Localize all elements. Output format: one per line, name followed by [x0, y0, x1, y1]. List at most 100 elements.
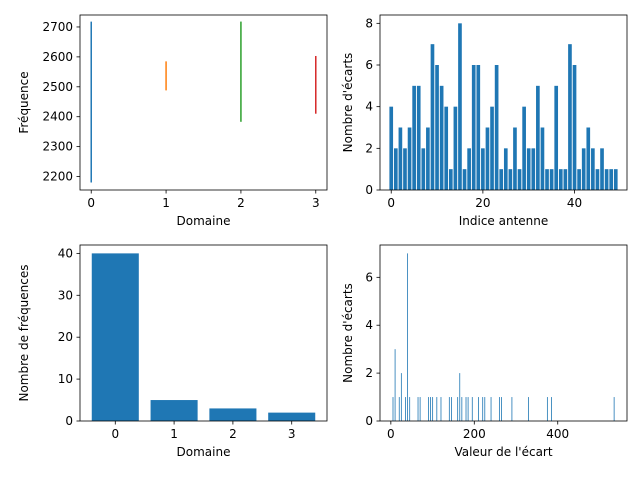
x-axis-label: Indice antenne	[459, 214, 549, 228]
bar-4	[407, 127, 412, 190]
y-tick-label-2: 4	[365, 100, 373, 114]
bar-5	[412, 85, 416, 190]
y-tick-label-3: 30	[58, 288, 73, 302]
bar-23	[482, 397, 484, 421]
bar-47	[604, 169, 609, 190]
bar-45	[595, 169, 600, 190]
bar-36	[554, 85, 559, 190]
bar-0	[392, 397, 394, 421]
bar-27	[513, 127, 517, 190]
bar-21	[485, 127, 490, 190]
y-axis-label: Fréquence	[17, 71, 31, 133]
bar-18	[471, 65, 476, 190]
bar-1	[150, 400, 198, 421]
subplot-4: 0 200 400 0 2 4 6 Valeur de l'écart Nombre d'éca…	[341, 244, 628, 459]
bar-14	[453, 106, 458, 190]
bar-42	[581, 148, 586, 190]
bar-5	[407, 253, 409, 421]
axes-frame	[379, 14, 628, 191]
subplot-2: 0 20 40 0 2 4 6 8 Indice antenne Nombre d'écarts	[341, 14, 628, 228]
bar-19	[476, 65, 481, 190]
bar-18	[461, 397, 463, 421]
bar-31	[531, 148, 536, 190]
bar-0	[91, 253, 139, 421]
bar-12	[436, 397, 438, 421]
axes-frame	[79, 244, 328, 422]
x-tick-label-1: 20	[475, 196, 490, 210]
y-tick-label-0: 2200	[42, 170, 73, 184]
bar-48	[609, 169, 614, 190]
y-tick-label-0: 0	[65, 414, 73, 428]
bar-19	[465, 397, 467, 421]
bar-30	[526, 148, 531, 190]
subplot-1: 0 1 2 3 2200 2300 2400 2500 2600 2700 Domaine Fréqu…	[17, 14, 328, 228]
bar-15	[458, 23, 462, 191]
bar-7	[417, 397, 419, 421]
y-tick-label-4: 2600	[42, 50, 73, 64]
y-tick-label-1: 2	[365, 141, 373, 155]
bar-27	[501, 397, 502, 421]
bar-11	[439, 85, 444, 190]
bar-4	[405, 397, 406, 421]
y-axis-label: Nombre d'écarts	[341, 53, 355, 153]
bar-7	[421, 148, 426, 190]
bar-44	[591, 148, 595, 190]
bar-43	[586, 127, 591, 190]
bar-24	[499, 169, 504, 190]
bar-26	[508, 169, 513, 190]
y-tick-label-4: 40	[58, 246, 73, 260]
x-tick-label-1: 1	[170, 427, 178, 441]
bar-11	[432, 397, 434, 421]
bar-29	[522, 106, 526, 190]
bar-16	[457, 397, 459, 421]
bar-13	[448, 169, 453, 190]
x-tick-label-3: 3	[312, 196, 320, 210]
x-tick-label-1: 200	[463, 427, 486, 441]
y-tick-label-3: 6	[365, 270, 373, 284]
bar-24	[484, 397, 486, 421]
bar-28	[517, 169, 522, 190]
bar-22	[490, 106, 494, 190]
bar-10	[430, 397, 431, 421]
bar-37	[558, 169, 563, 190]
axes-frame	[79, 14, 328, 191]
x-axis-label: Domaine	[177, 214, 231, 228]
y-tick-label-1: 10	[58, 372, 73, 386]
y-tick-label-2: 2400	[42, 110, 73, 124]
y-axis-label: Nombre de fréquences	[17, 264, 31, 401]
axes-frame	[379, 244, 628, 422]
bar-25	[503, 148, 508, 190]
bar-3	[403, 148, 407, 190]
bar-12	[444, 106, 449, 190]
x-tick-label-0: 0	[111, 427, 119, 441]
bar-32	[613, 397, 615, 421]
bar-9	[430, 44, 435, 190]
bar-2	[398, 127, 403, 190]
bar-9	[428, 397, 429, 421]
bar-21	[471, 397, 473, 421]
x-tick-label-2: 2	[229, 427, 237, 441]
bar-38	[563, 169, 568, 190]
x-tick-label-0: 0	[387, 427, 395, 441]
y-tick-label-4: 8	[365, 16, 373, 30]
bar-35	[549, 169, 554, 190]
bar-17	[467, 148, 471, 190]
bar-15	[451, 397, 452, 421]
y-tick-label-1: 2	[365, 366, 373, 380]
y-tick-label-5: 2700	[42, 20, 73, 34]
bar-31	[551, 397, 552, 421]
bar-22	[478, 397, 479, 421]
bar-46	[600, 148, 604, 190]
y-tick-label-2: 4	[365, 318, 373, 332]
bar-1	[394, 349, 396, 421]
bar-17	[459, 373, 461, 421]
bar-0	[389, 106, 394, 190]
x-axis-label: Domaine	[177, 445, 231, 459]
y-tick-label-3: 2500	[42, 80, 73, 94]
y-tick-label-3: 6	[365, 58, 373, 72]
y-tick-label-0: 0	[365, 414, 373, 428]
bar-40	[572, 65, 577, 190]
bar-23	[494, 65, 499, 190]
bar-2	[209, 408, 257, 421]
